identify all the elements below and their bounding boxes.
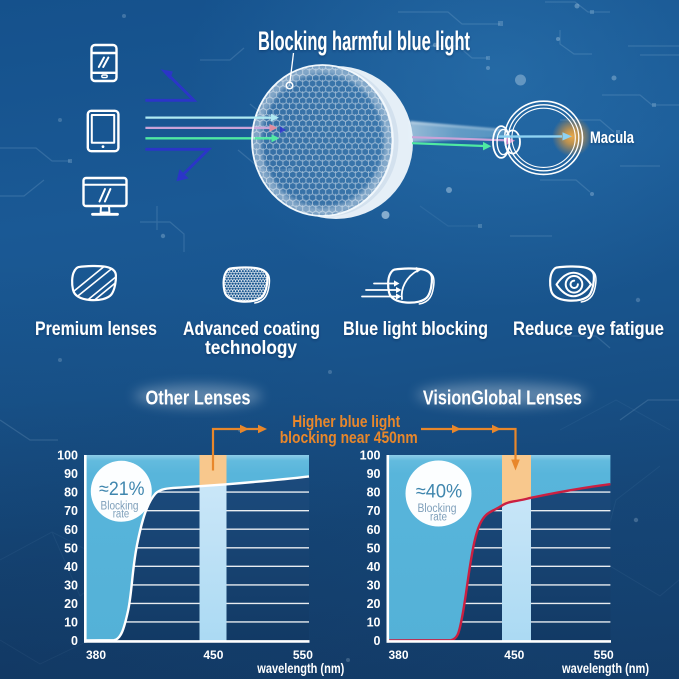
svg-text:rate: rate (430, 511, 447, 523)
svg-text:10: 10 (64, 616, 78, 630)
svg-text:Advanced coating: Advanced coating (183, 319, 320, 340)
svg-text:450: 450 (504, 648, 524, 662)
svg-text:VisionGlobal Lenses: VisionGlobal Lenses (423, 387, 582, 409)
svg-text:Other Lenses: Other Lenses (146, 387, 251, 409)
svg-text:blocking near 450nm: blocking near 450nm (280, 428, 418, 447)
svg-text:wavelength (nm): wavelength (nm) (561, 661, 649, 676)
svg-text:10: 10 (367, 616, 381, 630)
svg-text:380: 380 (86, 648, 106, 662)
svg-text:40: 40 (367, 560, 381, 574)
svg-text:50: 50 (64, 541, 78, 555)
svg-text:60: 60 (367, 523, 381, 537)
svg-text:Higher blue light: Higher blue light (292, 412, 400, 431)
svg-text:80: 80 (367, 486, 381, 500)
svg-text:Reduce eye fatigue: Reduce eye fatigue (513, 319, 664, 340)
svg-text:90: 90 (64, 467, 78, 481)
svg-text:≈21%: ≈21% (99, 479, 145, 500)
svg-text:≈40%: ≈40% (416, 481, 463, 503)
svg-text:60: 60 (64, 523, 78, 537)
svg-text:100: 100 (57, 449, 78, 463)
svg-text:90: 90 (367, 467, 381, 481)
svg-text:50: 50 (367, 541, 381, 555)
svg-text:20: 20 (64, 597, 78, 611)
svg-text:Blocking: Blocking (418, 503, 457, 515)
svg-text:wavelength (nm): wavelength (nm) (256, 661, 344, 676)
svg-text:Blocking: Blocking (101, 501, 139, 513)
svg-text:450: 450 (203, 648, 223, 662)
svg-text:550: 550 (293, 648, 313, 662)
svg-text:0: 0 (71, 634, 78, 648)
svg-text:30: 30 (367, 578, 381, 592)
svg-text:70: 70 (367, 504, 381, 518)
svg-text:Macula: Macula (590, 128, 634, 147)
svg-text:0: 0 (374, 634, 381, 648)
svg-text:technology: technology (205, 338, 297, 359)
svg-text:30: 30 (64, 578, 78, 592)
svg-text:Blocking harmful blue light: Blocking harmful blue light (258, 26, 470, 56)
svg-text:380: 380 (388, 648, 408, 662)
svg-text:rate: rate (113, 509, 130, 521)
svg-text:20: 20 (367, 597, 381, 611)
svg-text:100: 100 (360, 449, 381, 463)
svg-text:Blue light blocking: Blue light blocking (343, 319, 488, 340)
svg-text:80: 80 (64, 486, 78, 500)
svg-text:40: 40 (64, 560, 78, 574)
svg-text:Premium lenses: Premium lenses (35, 319, 157, 340)
svg-text:70: 70 (64, 504, 78, 518)
svg-text:550: 550 (594, 648, 614, 662)
